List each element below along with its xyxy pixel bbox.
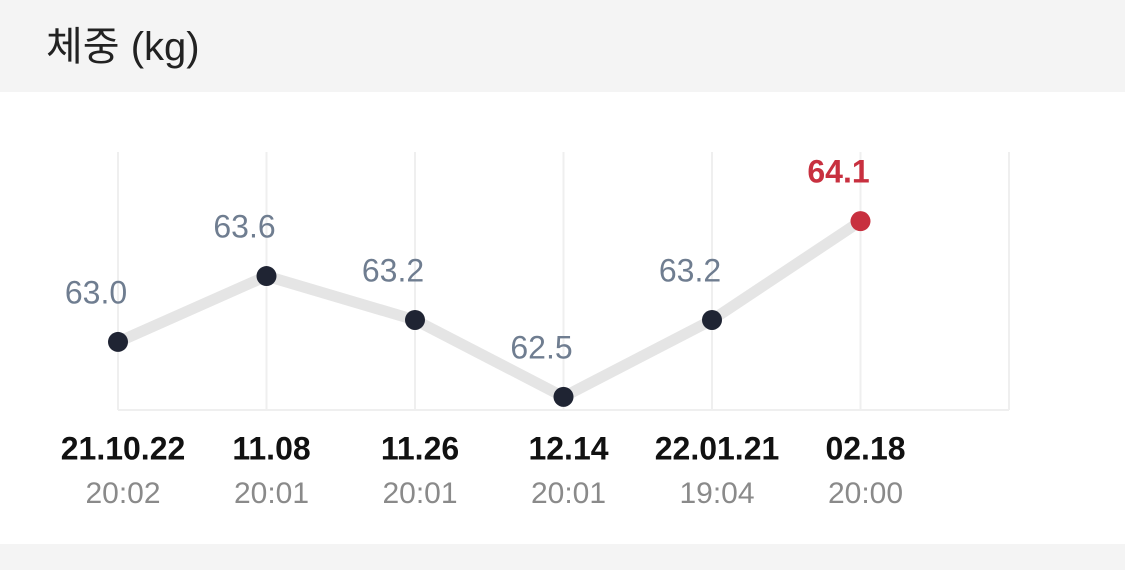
- point: [850, 211, 871, 232]
- point: [256, 266, 277, 287]
- x-tick-time: 20:02: [85, 477, 160, 510]
- point: [702, 309, 722, 330]
- point: [553, 386, 574, 407]
- header: 체중 (kg): [0, 0, 1125, 92]
- x-tick-label: 11.08: [232, 430, 310, 466]
- x-tick-time: 20:01: [234, 477, 309, 510]
- point: [405, 309, 425, 330]
- point: [108, 331, 128, 352]
- x-tick-time: 20:01: [382, 477, 457, 510]
- x-tick-label: 12.14: [528, 430, 608, 466]
- x-tick-time: 19:04: [679, 477, 754, 510]
- value-label: 63.6: [213, 209, 275, 245]
- x-tick-label: 21.10.22: [61, 430, 186, 466]
- x-tick-time: 20:00: [828, 477, 903, 510]
- line: [115, 216, 864, 403]
- value-label: 63.0: [65, 274, 127, 310]
- x-tick-label: 02.18: [825, 430, 905, 466]
- value-label: 63.2: [362, 252, 424, 288]
- value-label: 64.1: [807, 154, 869, 190]
- x-tick-label: 11.26: [381, 430, 459, 466]
- value-label: 63.2: [659, 252, 721, 288]
- title: 체중 (kg): [46, 25, 200, 69]
- value-label: 62.5: [510, 329, 572, 365]
- x-tick-label: 22.01.21: [655, 430, 780, 466]
- x-tick-time: 20:01: [531, 477, 606, 510]
